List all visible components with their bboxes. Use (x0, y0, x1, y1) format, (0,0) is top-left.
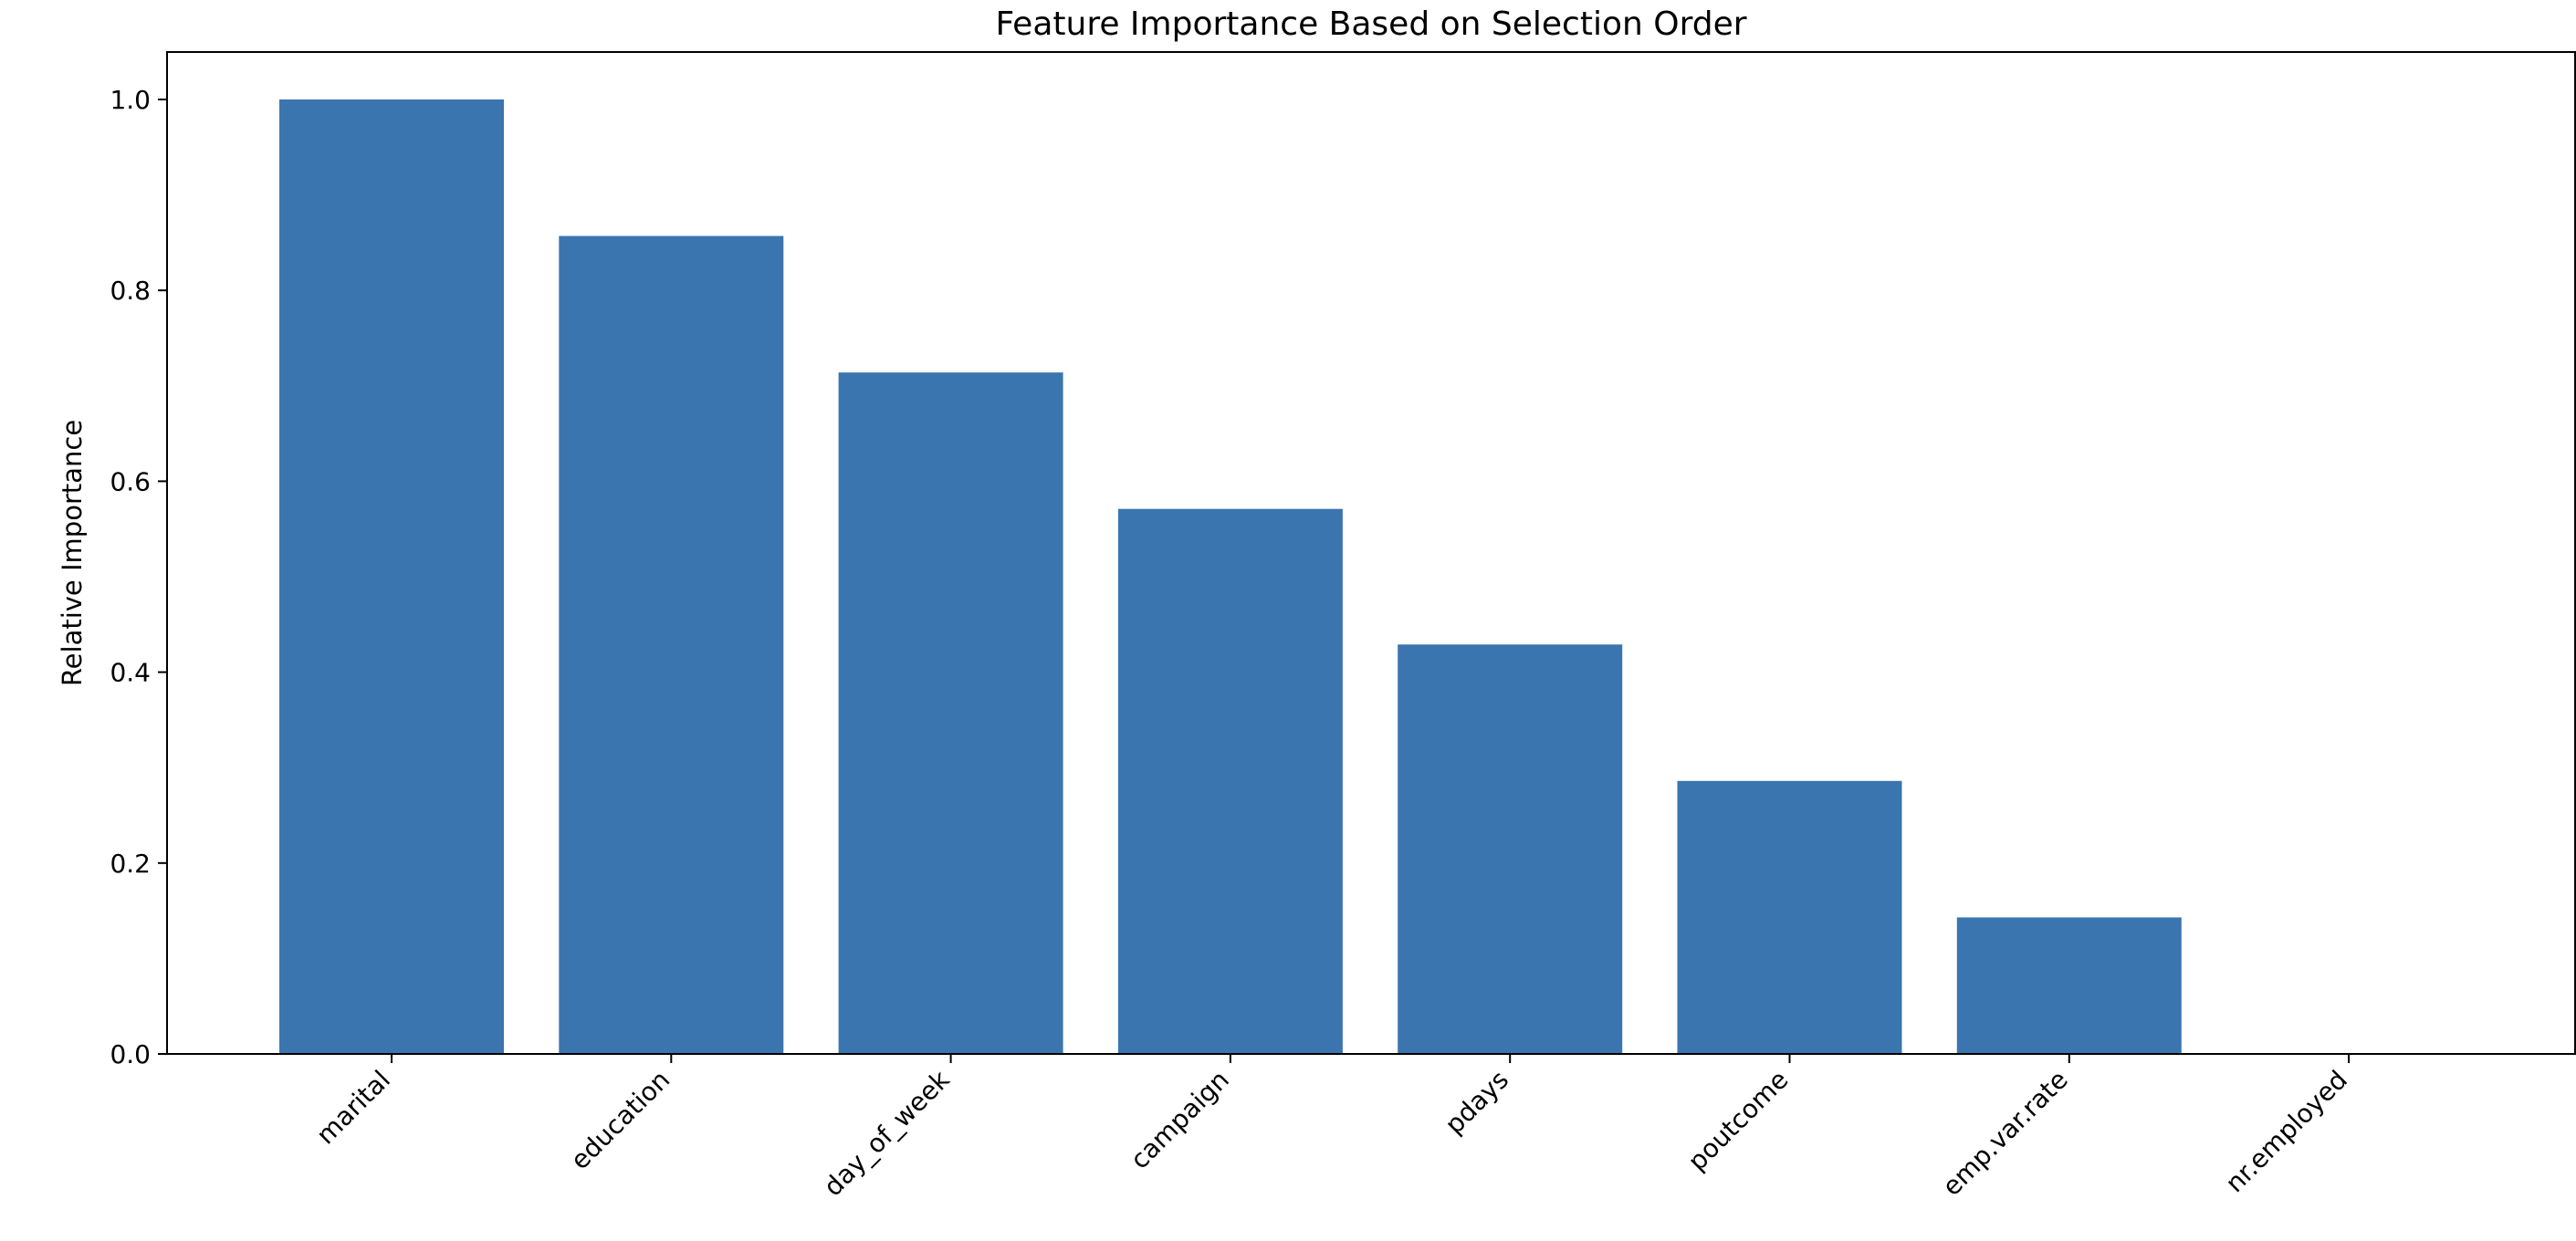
y-axis-label: Relative Importance (57, 420, 88, 686)
bar-day-of-week (838, 372, 1063, 1054)
bar-education (559, 235, 784, 1055)
x-tick-label: education (565, 1065, 676, 1176)
x-tick-label: nr.employed (2219, 1065, 2353, 1199)
y-tick-label: 0.0 (110, 1039, 151, 1069)
x-tick-label: campaign (1125, 1065, 1235, 1175)
x-tick-label: day_of_week (818, 1064, 956, 1202)
bar-poutcome (1677, 780, 1902, 1054)
y-tick-label: 0.8 (110, 276, 151, 306)
x-tick-label: emp.var.rate (1936, 1065, 2073, 1202)
bar-emp-var-rate (1956, 917, 2182, 1054)
x-tick-label: marital (310, 1065, 396, 1151)
x-tick-label: poutcome (1682, 1065, 1795, 1177)
y-tick-label: 0.6 (110, 466, 151, 496)
y-tick-label: 0.4 (110, 658, 151, 688)
bars-group (279, 99, 2182, 1055)
y-tick-label: 1.0 (110, 85, 151, 115)
bar-marital (279, 99, 504, 1054)
bar-campaign (1117, 508, 1343, 1054)
plot-frame (166, 51, 2576, 1055)
x-tick-label: pdays (1440, 1065, 1515, 1141)
y-tick-label: 0.2 (110, 849, 151, 879)
bar-pdays (1398, 644, 1623, 1054)
chart-title: Feature Importance Based on Selection Or… (995, 5, 1746, 43)
